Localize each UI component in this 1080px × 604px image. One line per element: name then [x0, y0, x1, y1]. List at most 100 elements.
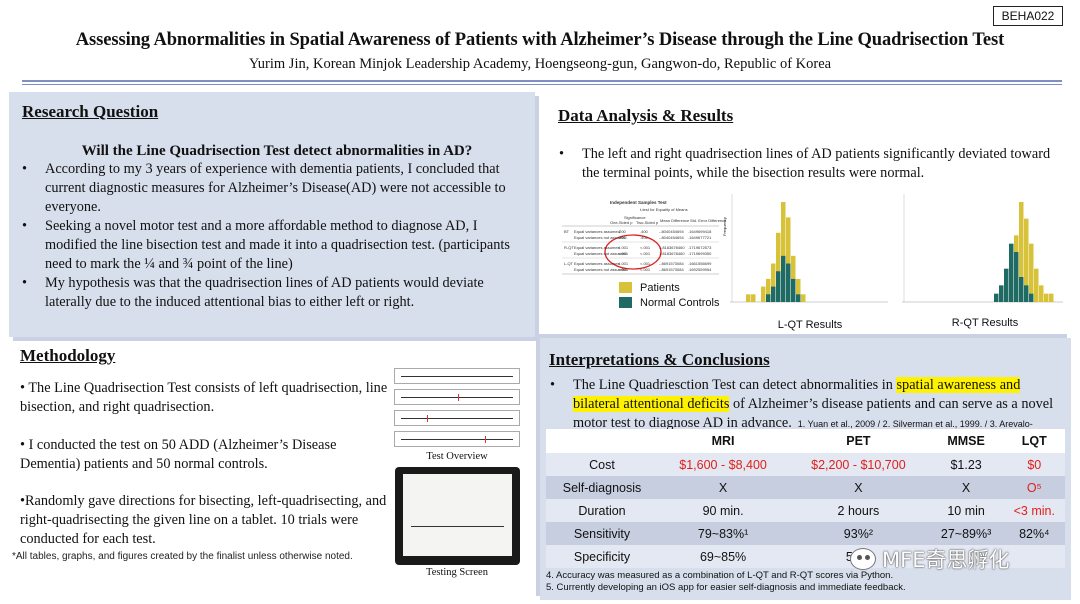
stats-one-sided: <.001 [618, 261, 629, 266]
wechat-icon [850, 548, 876, 570]
table-cell: X [928, 476, 1004, 499]
table-cell: 27~89%³ [928, 522, 1004, 545]
bar-controls [771, 286, 776, 302]
stats-std-error: .1649677721 [688, 235, 712, 240]
table-cell: $1.23 [928, 453, 1004, 476]
stats-variable: R-QT [564, 245, 574, 250]
research-question-bullets: According to my 3 years of experience wi… [20, 160, 530, 312]
stats-std-error: .1649699418 [688, 229, 712, 234]
stats-row-label: Equal variances not assumed [574, 251, 627, 256]
table-row: Self-diagnosis X X X O⁵ [546, 476, 1065, 499]
stats-std-error: .1719672573 [688, 245, 712, 250]
test-overview-figure [394, 368, 520, 451]
table-cell: 82%⁴ [1003, 522, 1065, 545]
poster-title: Assessing Abnormalities in Spatial Aware… [75, 30, 1005, 50]
table-cell: O⁵ [1003, 476, 1065, 499]
testing-screen-photo [395, 467, 520, 565]
bar-controls [776, 271, 781, 302]
test-line [394, 389, 520, 405]
stats-header-sig: Significance [624, 215, 646, 220]
research-question-text: Will the Line Quadrisection Test detect … [81, 143, 473, 159]
bar-patients [781, 202, 786, 302]
methodology-paragraph-3: •Randomly gave directions for bisecting,… [20, 493, 387, 547]
ic-text-pre: The Line Quadriesction Test can detect a… [573, 377, 897, 393]
table-cell: 90 min. [658, 499, 789, 522]
tablet-screen [403, 474, 512, 556]
stats-one-sided: .201 [618, 235, 626, 240]
table-header-cell: LQT [1003, 429, 1065, 453]
test-line [394, 368, 520, 384]
stats-row-label: Equal variances not assumed [574, 267, 627, 272]
bar-controls [791, 278, 796, 302]
testing-screen-caption: Testing Screen [426, 567, 488, 578]
stats-two-sided: .400 [640, 229, 648, 234]
header-divider-top [22, 80, 1062, 82]
bar-patients [1039, 285, 1044, 302]
table-row: Cost $1,600 - $8,400 $2,200 - $10,700 $1… [546, 453, 1065, 476]
note-4: 4. Accuracy was measured as a combinatio… [546, 570, 894, 581]
comparison-table: MRI PET MMSE LQT Cost $1,600 - $8,400 $2… [546, 429, 1065, 568]
stats-one-sided: <.001 [618, 267, 629, 272]
table-cell: Specificity [546, 545, 658, 568]
note-5: 5. Currently developing an iOS app for e… [546, 582, 906, 593]
bar-controls [999, 285, 1004, 302]
stats-row-label: Equal variances not assumed [574, 235, 627, 240]
bar-controls [796, 294, 801, 302]
lqt-histogram [730, 194, 888, 303]
legend-swatch-controls [619, 297, 632, 308]
table-row: Sensitivity 79~83%¹ 93%² 27~89%³ 82%⁴ [546, 522, 1065, 545]
table-cell: $0 [1003, 453, 1065, 476]
bar-patients [771, 263, 776, 302]
rq-bullet: Seeking a novel motor test and a more af… [20, 217, 530, 274]
stats-header-se: Std. Error Difference [690, 218, 727, 223]
watermark-text: MFE奇思孵化 [882, 548, 1010, 572]
ic-bullet: The Line Quadriesction Test can detect a… [548, 376, 1063, 454]
table-cell: $1,600 - $8,400 [658, 453, 789, 476]
stats-std-error: .1719699350 [688, 251, 712, 256]
stats-mean-diff: 1.8183678460 [659, 251, 685, 256]
stats-two-sided: <.001 [640, 261, 651, 266]
table-header-row: MRI PET MMSE LQT [546, 429, 1065, 453]
bar-controls [781, 255, 786, 302]
bar-patients [776, 232, 781, 302]
rq-bullet: My hypothesis was that the quadrisection… [20, 274, 530, 312]
stats-mean-diff: -.8040454694 [659, 229, 684, 234]
stats-std-error: .1692559954 [688, 267, 712, 272]
bar-patients [786, 217, 791, 302]
interpretations-bullets: The Line Quadriesction Test can detect a… [548, 376, 1063, 454]
table-header-cell: MMSE [928, 429, 1004, 453]
bar-patients [801, 294, 806, 302]
ic-text-post: of Alzheimer’s disease patients and can … [573, 396, 1054, 431]
chart-legend: Patients Normal Controls [619, 280, 719, 310]
table-cell: 79~83%¹ [658, 522, 789, 545]
table-cell: X [658, 476, 789, 499]
data-analysis-heading: Data Analysis & Results [558, 106, 734, 125]
table-cell: $2,200 - $10,700 [788, 453, 929, 476]
stats-one-sided: .200 [618, 229, 626, 234]
table-header-cell: PET [788, 429, 929, 453]
stats-header-one: One-Sided p [610, 220, 633, 225]
stats-two-sided: <.001 [640, 251, 651, 256]
table-cell: Cost [546, 453, 658, 476]
bar-patients [1034, 268, 1039, 302]
bar-patients [1044, 293, 1049, 302]
test-line [394, 410, 520, 426]
stats-mean-diff: 1.8183678460 [659, 245, 685, 250]
stats-one-sided: <.001 [618, 251, 629, 256]
bar-patients [1019, 202, 1024, 302]
poster-authors: Yurim Jin, Korean Minjok Leadership Acad… [248, 56, 832, 72]
stats-mean-diff: -.8691573084 [659, 267, 684, 272]
table-cell: 93%² [788, 522, 929, 545]
stats-mean-diff: -.8040454694 [659, 235, 684, 240]
research-question-heading: Research Question [22, 102, 159, 121]
interpretations-heading: Interpretations & Conclusions [549, 350, 770, 369]
bar-patients [1024, 218, 1029, 302]
bar-controls [1024, 285, 1029, 302]
watermark: MFE奇思孵化 [850, 544, 1009, 574]
bar-controls [766, 294, 771, 302]
table-header-cell: MRI [658, 429, 789, 453]
stats-std-error: .1661556699 [688, 261, 712, 266]
bar-controls [1029, 293, 1034, 302]
bar-patients [761, 286, 766, 302]
table-row: Duration 90 min. 2 hours 10 min <3 min. [546, 499, 1065, 522]
